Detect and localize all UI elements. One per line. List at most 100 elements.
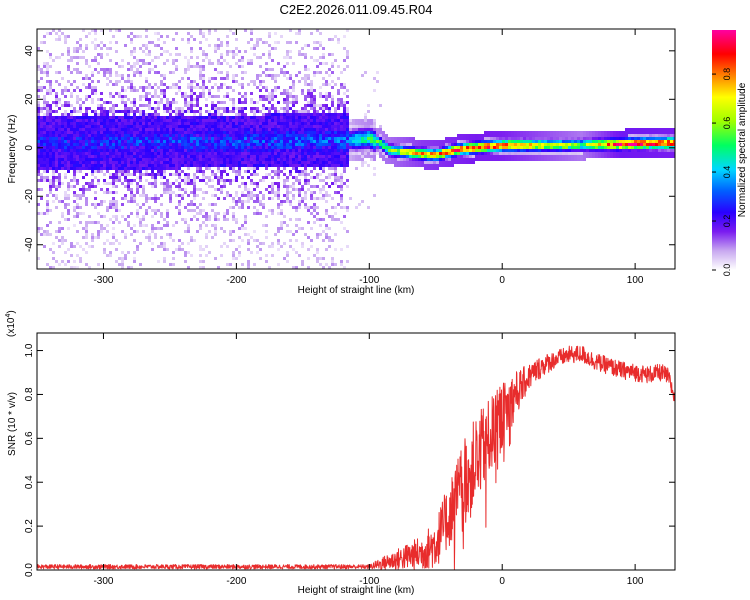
spectrogram-cell — [226, 146, 229, 149]
spectrogram-cell — [178, 107, 181, 110]
spectrogram-cell — [508, 158, 511, 161]
spectrogram-cell — [175, 161, 178, 164]
spectrogram-cell — [310, 194, 313, 197]
spectrogram-cell — [88, 128, 91, 131]
spectrogram-cell — [256, 56, 259, 59]
spectrogram-cell — [148, 86, 151, 89]
spectrogram-cell — [313, 116, 316, 119]
spectrogram-cell — [238, 83, 241, 86]
spectrogram-cell — [307, 134, 310, 137]
spectrogram-cell — [541, 134, 544, 137]
spectrogram-cell — [241, 77, 244, 80]
spectrogram-cell — [355, 131, 358, 134]
spectrogram-cell — [433, 158, 436, 161]
spectrogram-cell — [280, 119, 283, 122]
spectrogram-cell — [457, 149, 460, 152]
spectrogram-cell — [73, 224, 76, 227]
spectrogram-cell — [250, 47, 253, 50]
spectrogram-cell — [49, 209, 52, 212]
spectrogram-cell — [133, 47, 136, 50]
spectrogram-cell — [127, 140, 130, 143]
spectrogram-cell — [85, 125, 88, 128]
spectrogram-cell — [277, 188, 280, 191]
spectrogram-cell — [154, 194, 157, 197]
spectrogram-cell — [262, 203, 265, 206]
spectrogram-cell — [235, 218, 238, 221]
spectrogram-cell — [292, 116, 295, 119]
spectrogram-cell — [55, 146, 58, 149]
spectrogram-cell — [178, 182, 181, 185]
spectrogram-cell — [121, 203, 124, 206]
spectrogram-cell — [322, 152, 325, 155]
spectrogram-cell — [427, 140, 430, 143]
spectrogram-cell — [346, 230, 349, 233]
spectrogram-cell — [148, 92, 151, 95]
spectrogram-cell — [52, 134, 55, 137]
spectrogram-cell — [289, 140, 292, 143]
spectrogram-cells — [37, 29, 675, 269]
spectrogram-cell — [367, 131, 370, 134]
spectrogram-cell — [313, 74, 316, 77]
spectrogram-cell — [337, 77, 340, 80]
spectrogram-cell — [196, 146, 199, 149]
spectrogram-cell — [55, 185, 58, 188]
spectrogram-cell — [178, 119, 181, 122]
spectrogram-cell — [511, 149, 514, 152]
spectrogram-cell — [37, 188, 40, 191]
spectrogram-cell — [49, 92, 52, 95]
spectrogram-cell — [232, 254, 235, 257]
spectrogram-cell — [82, 155, 85, 158]
spectrogram-cell — [370, 122, 373, 125]
spectrogram-cell — [40, 137, 43, 140]
spectrogram-cell — [400, 137, 403, 140]
spectrogram-cell — [319, 95, 322, 98]
spectrogram-cell — [340, 185, 343, 188]
spectrogram-cell — [199, 86, 202, 89]
spectrogram-cell — [103, 200, 106, 203]
spectrogram-cell — [76, 242, 79, 245]
spectrogram-cell — [274, 74, 277, 77]
spectrogram-cell — [97, 221, 100, 224]
spectrogram-cell — [70, 152, 73, 155]
spectrogram-cell — [610, 131, 613, 134]
spectrogram-cell — [175, 131, 178, 134]
spectrogram-cell — [124, 194, 127, 197]
spectrogram-cell — [541, 152, 544, 155]
spectrogram-cell — [94, 155, 97, 158]
spectrogram-cell — [322, 62, 325, 65]
spectrogram-cell — [499, 146, 502, 149]
spectrogram-cell — [115, 209, 118, 212]
spectrogram-cell — [346, 143, 349, 146]
spectrogram-cell — [295, 218, 298, 221]
spectrogram-cell — [70, 110, 73, 113]
spectrogram-cell — [343, 182, 346, 185]
spectrogram-cell — [469, 152, 472, 155]
spectrogram-cell — [421, 146, 424, 149]
spectrogram-cell — [55, 116, 58, 119]
spectrogram-cell — [130, 89, 133, 92]
spectrogram-cell — [277, 176, 280, 179]
spectrogram-cell — [247, 158, 250, 161]
spectrogram-cell — [178, 203, 181, 206]
spectrogram-cell — [226, 107, 229, 110]
spectrogram-cell — [130, 119, 133, 122]
spectrogram-cell — [259, 95, 262, 98]
spectrogram-cell — [166, 233, 169, 236]
spectrogram-cell — [346, 260, 349, 263]
spectrogram-cell — [103, 101, 106, 104]
spectrogram-cell — [73, 107, 76, 110]
spectrogram-cell — [271, 89, 274, 92]
spectrogram-cell — [340, 188, 343, 191]
spectrogram-cell — [211, 155, 214, 158]
spectrogram-cell — [574, 137, 577, 140]
spectrogram-cell — [205, 119, 208, 122]
spectrogram-cell — [490, 158, 493, 161]
spectrogram-cell — [142, 116, 145, 119]
spectrogram-cell — [346, 155, 349, 158]
spectrogram-cell — [298, 110, 301, 113]
spectrogram-cell — [166, 149, 169, 152]
spectrogram-cell — [64, 125, 67, 128]
spectrogram-cell — [130, 110, 133, 113]
spectrogram-cell — [265, 161, 268, 164]
spectrogram-cell — [208, 137, 211, 140]
